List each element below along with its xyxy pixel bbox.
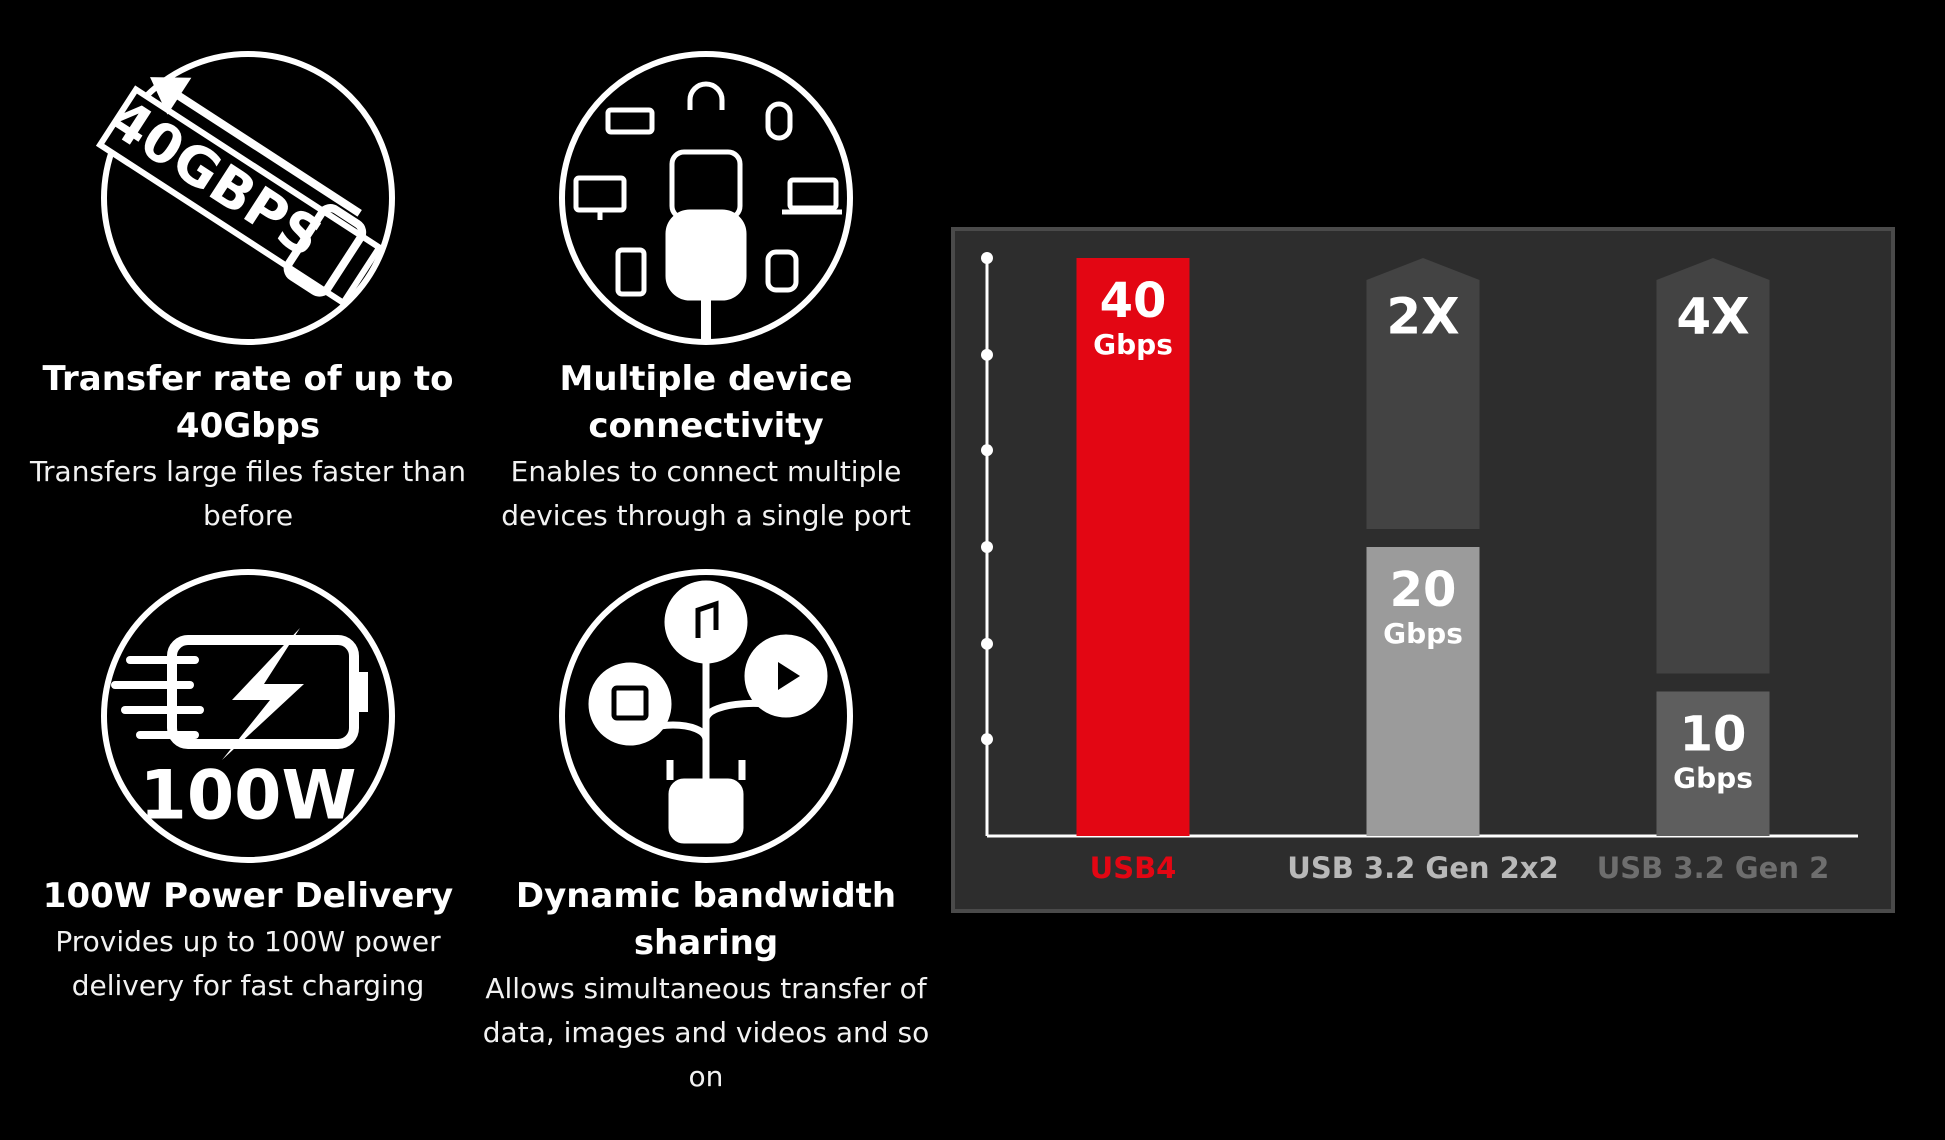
bar: [1656, 691, 1770, 836]
icon-sharing: [559, 569, 853, 863]
unit-label: Gbps: [1673, 762, 1753, 795]
feature-description: Provides up to 100W power delivery for f…: [55, 925, 441, 1002]
ghost-arrow: [1366, 258, 1480, 529]
feature: Dynamic bandwidth sharing Allows simulta…: [476, 873, 936, 1099]
bar: [1366, 547, 1480, 836]
feature-description: Allows simultaneous transfer of data, im…: [482, 972, 930, 1093]
x-tick-label: USB 3.2 Gen 2x2: [1287, 851, 1558, 885]
value-label: 40: [1100, 273, 1167, 329]
feature: Multiple device connectivity Enables to …: [476, 356, 936, 538]
y-tick: [981, 348, 993, 361]
multiplier: 2X: [1386, 288, 1459, 346]
feature-description: Enables to connect multiple devices thro…: [501, 455, 911, 532]
bar: [1076, 258, 1190, 836]
y-tick: [981, 252, 993, 264]
feature-title: Dynamic bandwidth sharing: [515, 876, 897, 963]
y-tick: [981, 541, 993, 553]
y-tick: [981, 637, 993, 650]
ghost-arrow: [1656, 258, 1770, 674]
feature: 100W Power Delivery Provides up to 100W …: [18, 873, 478, 1008]
x-tick-label: USB4: [1090, 851, 1177, 885]
multiplier: 4X: [1676, 288, 1749, 346]
icon-transfer: 40GBPS: [95, 51, 395, 345]
x-tick-label: USB 3.2 Gen 2: [1597, 851, 1830, 885]
feature-description: Transfers large files faster than before: [30, 455, 466, 532]
feature: Transfer rate of up to 40Gbps Transfers …: [18, 356, 478, 538]
value-label: 10: [1680, 707, 1747, 763]
feature-title: Multiple device connectivity: [559, 359, 853, 446]
unit-label: Gbps: [1383, 617, 1463, 650]
feature-title: Transfer rate of up to 40Gbps: [42, 359, 454, 446]
icon-power: 100W: [101, 569, 395, 863]
feature-title: 100W Power Delivery: [42, 876, 454, 916]
y-tick: [981, 444, 993, 457]
icon-devices: [559, 51, 853, 345]
unit-label: Gbps: [1093, 328, 1173, 361]
icon-text: 100W: [140, 757, 357, 836]
y-tick: [981, 733, 993, 746]
value-label: 20: [1390, 562, 1457, 618]
